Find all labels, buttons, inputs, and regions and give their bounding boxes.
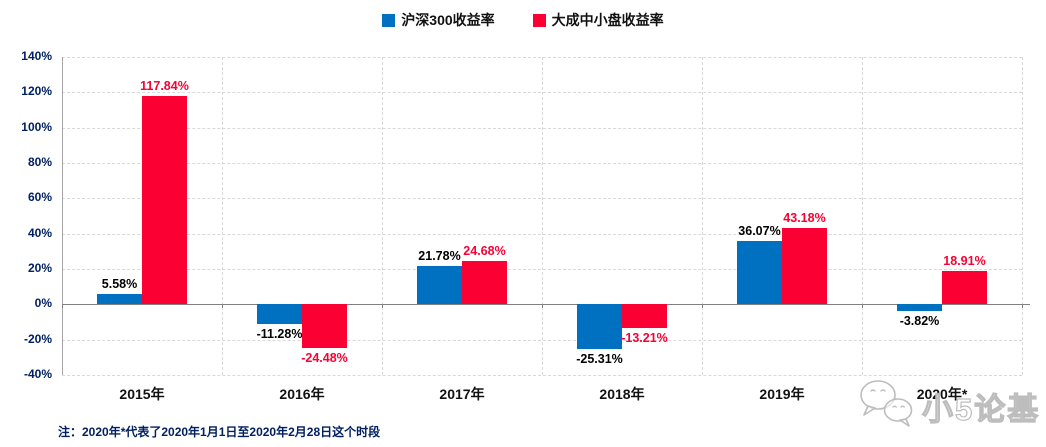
data-label: 24.68% bbox=[463, 243, 506, 258]
bar-沪深300收益率-2020年* bbox=[897, 304, 942, 312]
gridline-vertical bbox=[542, 57, 543, 375]
y-axis-tick-label: 120% bbox=[21, 84, 52, 99]
axis-tickmark bbox=[382, 304, 383, 309]
bar-大成中小盘收益率-2020年* bbox=[942, 270, 987, 305]
y-axis-tick-label: 60% bbox=[27, 190, 52, 205]
x-axis-category-label: 2017年 bbox=[439, 386, 485, 402]
y-axis-tick-label: 80% bbox=[27, 155, 52, 169]
axis-tickmark bbox=[1022, 304, 1023, 309]
legend-swatch-icon bbox=[532, 13, 546, 27]
data-label: -25.31% bbox=[576, 352, 623, 367]
bar-沪深300收益率-2018年 bbox=[577, 304, 622, 350]
data-label: -24.48% bbox=[301, 350, 348, 365]
axis-tickmark bbox=[222, 304, 223, 309]
gridline-vertical bbox=[1022, 57, 1023, 375]
bar-沪深300收益率-2017年 bbox=[417, 265, 462, 305]
legend-item-0: 沪深300收益率 bbox=[382, 10, 495, 30]
y-axis-tick-label: 140% bbox=[21, 49, 52, 63]
data-label: -3.82% bbox=[899, 314, 940, 329]
gridline-vertical bbox=[702, 57, 703, 375]
axis-tickmark bbox=[542, 304, 543, 309]
axis-tickmark bbox=[862, 304, 863, 309]
data-label: 43.18% bbox=[783, 211, 826, 226]
bar-沪深300收益率-2015年 bbox=[97, 294, 142, 305]
y-axis-tick-label: 40% bbox=[27, 225, 52, 240]
gridline-vertical bbox=[382, 57, 383, 375]
x-axis-category-label: 2016年 bbox=[279, 386, 325, 402]
y-axis-tick-label: 0% bbox=[34, 296, 52, 311]
data-label: 5.58% bbox=[101, 277, 138, 292]
data-label: 36.07% bbox=[738, 223, 781, 238]
footnote: 注：2020年*代表了2020年1月1日至2020年2月28日这个时段 bbox=[58, 425, 381, 439]
x-axis-category-label: 2019年 bbox=[759, 386, 805, 402]
data-label: 21.78% bbox=[418, 248, 461, 263]
y-axis-tick-label: -20% bbox=[23, 331, 52, 346]
legend-swatch-icon bbox=[382, 13, 396, 27]
y-axis-tick-label: 100% bbox=[21, 119, 52, 134]
data-label: -13.21% bbox=[621, 330, 668, 345]
y-axis-tick-label: 20% bbox=[27, 261, 52, 275]
x-axis-category-label: 2018年 bbox=[599, 386, 645, 402]
data-label: 117.84% bbox=[140, 79, 189, 94]
legend-label: 沪深300收益率 bbox=[401, 12, 495, 28]
x-axis-category-label: 2015年 bbox=[119, 386, 165, 402]
y-axis-line bbox=[62, 57, 63, 375]
axis-tickmark bbox=[62, 304, 63, 309]
bar-大成中小盘收益率-2017年 bbox=[462, 260, 507, 305]
data-label: 18.91% bbox=[943, 253, 986, 268]
y-axis-tick-label: -40% bbox=[23, 367, 52, 381]
bar-沪深300收益率-2019年 bbox=[737, 240, 782, 305]
gridline-vertical bbox=[222, 57, 223, 375]
bar-大成中小盘收益率-2018年 bbox=[622, 304, 667, 328]
zero-axis-line bbox=[62, 304, 1030, 306]
gridline-vertical bbox=[862, 57, 863, 375]
bar-大成中小盘收益率-2015年 bbox=[142, 96, 187, 305]
gridline-horizontal bbox=[62, 375, 1022, 376]
bar-大成中小盘收益率-2019年 bbox=[782, 228, 827, 305]
chart-legend: 沪深300收益率 大成中小盘收益率 bbox=[0, 10, 1046, 30]
x-axis-category-label: 2020年* bbox=[916, 386, 968, 402]
axis-tickmark bbox=[702, 304, 703, 309]
legend-label: 大成中小盘收益率 bbox=[551, 12, 664, 28]
bar-沪深300收益率-2016年 bbox=[257, 304, 302, 325]
bar-大成中小盘收益率-2016年 bbox=[302, 304, 347, 348]
legend-item-1: 大成中小盘收益率 bbox=[532, 10, 664, 30]
data-label: -11.28% bbox=[256, 327, 303, 342]
